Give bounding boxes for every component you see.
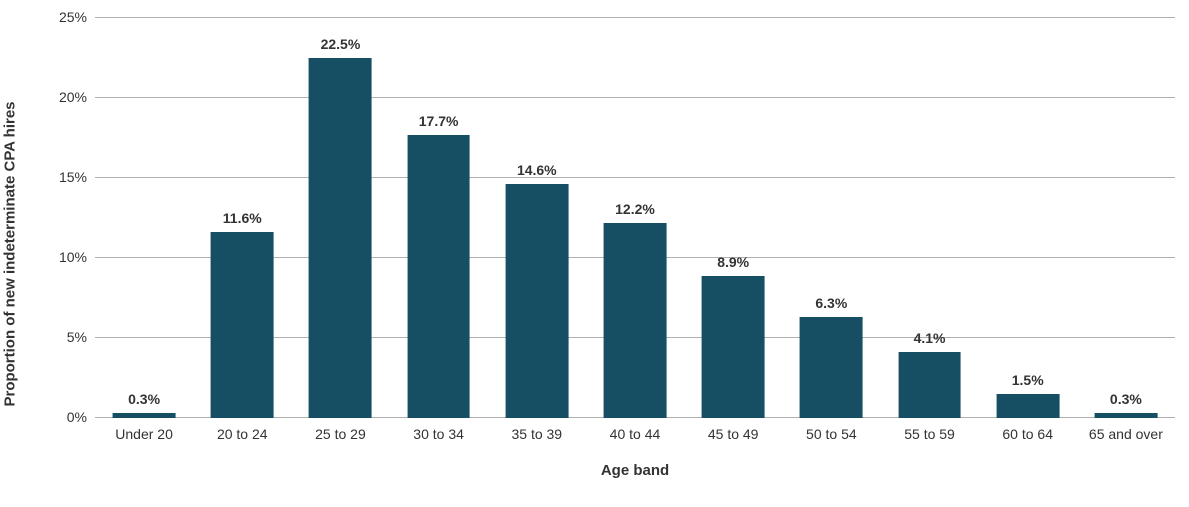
bar-slot: 0.3%Under 20 <box>95 18 193 418</box>
bar: 4.1% <box>898 352 961 418</box>
bar-value-label: 0.3% <box>1110 391 1142 413</box>
x-tick-label: 65 and over <box>1089 418 1163 442</box>
x-tick-label: 20 to 24 <box>217 418 268 442</box>
bar-value-label: 1.5% <box>1012 372 1044 394</box>
bar: 11.6% <box>211 232 274 418</box>
y-tick-label: 0% <box>67 409 95 425</box>
y-tick-label: 25% <box>59 9 95 25</box>
bar: 12.2% <box>604 223 667 418</box>
x-tick-label: 30 to 34 <box>413 418 464 442</box>
plot-area: 0%5%10%15%20%25% 0.3%Under 2011.6%20 to … <box>95 18 1175 418</box>
bar-slot: 8.9%45 to 49 <box>684 18 782 418</box>
bar-slot: 4.1%55 to 59 <box>880 18 978 418</box>
bar-value-label: 6.3% <box>815 295 847 317</box>
x-tick-label: 35 to 39 <box>511 418 562 442</box>
bar-slot: 6.3%50 to 54 <box>782 18 880 418</box>
x-tick-label: 60 to 64 <box>1002 418 1053 442</box>
x-tick-label: Under 20 <box>115 418 173 442</box>
bar-value-label: 12.2% <box>615 201 655 223</box>
bar-value-label: 8.9% <box>717 254 749 276</box>
bar-slot: 22.5%25 to 29 <box>291 18 389 418</box>
bar-chart: Proportion of new indeterminate CPA hire… <box>0 0 1189 507</box>
bar-slot: 12.2%40 to 44 <box>586 18 684 418</box>
bar-value-label: 17.7% <box>419 113 459 135</box>
bar-value-label: 14.6% <box>517 162 557 184</box>
bar-slot: 11.6%20 to 24 <box>193 18 291 418</box>
bar-slot: 14.6%35 to 39 <box>488 18 586 418</box>
bar-slot: 0.3%65 and over <box>1077 18 1175 418</box>
bar: 8.9% <box>702 276 765 418</box>
x-axis-title: Age band <box>601 462 669 479</box>
x-tick-label: 40 to 44 <box>610 418 661 442</box>
bar: 1.5% <box>996 394 1059 418</box>
bar: 17.7% <box>407 135 470 418</box>
bars-container: 0.3%Under 2011.6%20 to 2422.5%25 to 2917… <box>95 18 1175 418</box>
bar-value-label: 11.6% <box>223 210 262 232</box>
x-tick-label: 45 to 49 <box>708 418 759 442</box>
x-tick-label: 50 to 54 <box>806 418 857 442</box>
bar-slot: 1.5%60 to 64 <box>979 18 1077 418</box>
y-tick-label: 20% <box>59 89 95 105</box>
x-tick-label: 25 to 29 <box>315 418 366 442</box>
bar-value-label: 22.5% <box>321 36 361 58</box>
bar-value-label: 4.1% <box>914 330 946 352</box>
bar: 14.6% <box>505 184 568 418</box>
x-tick-label: 55 to 59 <box>904 418 955 442</box>
bar-value-label: 0.3% <box>128 391 160 413</box>
y-tick-label: 10% <box>59 249 95 265</box>
bar-slot: 17.7%30 to 34 <box>390 18 488 418</box>
y-tick-label: 15% <box>59 169 95 185</box>
bar: 22.5% <box>309 58 372 418</box>
bar: 6.3% <box>800 317 863 418</box>
y-axis-title: Proportion of new indeterminate CPA hire… <box>2 101 19 406</box>
y-tick-label: 5% <box>67 329 95 345</box>
